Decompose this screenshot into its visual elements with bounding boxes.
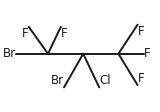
Text: Cl: Cl: [99, 74, 111, 87]
Text: F: F: [138, 72, 144, 85]
Text: F: F: [22, 27, 29, 40]
Text: F: F: [61, 27, 67, 40]
Text: F: F: [144, 47, 151, 60]
Text: Br: Br: [3, 47, 16, 60]
Text: F: F: [138, 25, 144, 38]
Text: Br: Br: [51, 74, 64, 87]
